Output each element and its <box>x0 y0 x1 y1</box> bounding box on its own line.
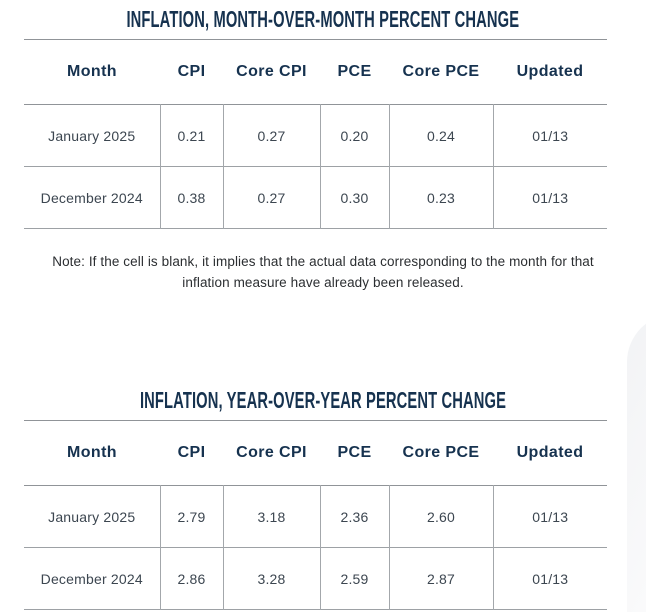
core-cpi-cell: 0.27 <box>222 104 320 167</box>
mom-header-row: Month CPI Core CPI PCE Core PCE Updated <box>24 39 607 105</box>
mom-table: Month CPI Core CPI PCE Core PCE Updated … <box>24 39 607 229</box>
core-pce-cell: 0.23 <box>388 166 493 229</box>
cpi-cell: 2.79 <box>159 485 223 548</box>
yoy-table-title: INFLATION, YEAR-OVER-YEAR PERCENT CHANGE <box>0 386 646 414</box>
column-header-pce: PCE <box>337 444 372 461</box>
table-note: Note: If the cell is blank, it implies t… <box>23 251 623 293</box>
table-row: December 2024 2.86 3.28 2.59 2.87 01/13 <box>24 547 607 610</box>
core-pce-cell: 2.87 <box>388 547 493 610</box>
column-header-core-cpi: Core CPI <box>236 63 307 80</box>
table-note-line-1: Note: If the cell is blank, it implies t… <box>52 254 594 269</box>
column-header-updated: Updated <box>516 63 584 80</box>
month-cell: January 2025 <box>48 127 136 144</box>
updated-cell: 01/13 <box>492 166 607 229</box>
cpi-cell: 2.86 <box>159 547 223 610</box>
month-cell: December 2024 <box>40 189 143 206</box>
month-cell: January 2025 <box>48 508 136 525</box>
column-header-month: Month <box>67 63 117 80</box>
table-note-line-2: inflation measure have already been rele… <box>182 275 464 290</box>
pce-cell: 0.30 <box>319 166 389 229</box>
updated-cell: 01/13 <box>492 104 607 167</box>
pce-cell: 2.36 <box>319 485 389 548</box>
core-cpi-cell: 0.27 <box>222 166 320 229</box>
column-header-cpi: CPI <box>177 63 206 80</box>
yoy-section: INFLATION, YEAR-OVER-YEAR PERCENT CHANGE… <box>0 386 646 610</box>
updated-cell: 01/13 <box>492 547 607 610</box>
column-header-core-pce: Core PCE <box>402 444 480 461</box>
yoy-table-title-text: INFLATION, YEAR-OVER-YEAR PERCENT CHANGE <box>139 387 507 413</box>
core-pce-cell: 2.60 <box>388 485 493 548</box>
core-cpi-cell: 3.18 <box>222 485 320 548</box>
yoy-table: Month CPI Core CPI PCE Core PCE Updated … <box>24 420 607 610</box>
table-row: January 2025 2.79 3.18 2.36 2.60 01/13 <box>24 485 607 548</box>
yoy-header-row: Month CPI Core CPI PCE Core PCE Updated <box>24 420 607 486</box>
cpi-cell: 0.21 <box>159 104 223 167</box>
column-header-pce: PCE <box>337 63 372 80</box>
corner-overlay-shape <box>627 314 646 612</box>
updated-cell: 01/13 <box>492 485 607 548</box>
pce-cell: 2.59 <box>319 547 389 610</box>
core-cpi-cell: 3.28 <box>222 547 320 610</box>
mom-table-title: INFLATION, MONTH-OVER-MONTH PERCENT CHAN… <box>0 0 646 33</box>
mom-section: INFLATION, MONTH-OVER-MONTH PERCENT CHAN… <box>0 0 646 293</box>
column-header-updated: Updated <box>516 444 584 461</box>
column-header-core-cpi: Core CPI <box>236 444 307 461</box>
column-header-cpi: CPI <box>177 444 206 461</box>
table-row: December 2024 0.38 0.27 0.30 0.23 01/13 <box>24 166 607 229</box>
month-cell: December 2024 <box>40 570 143 587</box>
column-header-core-pce: Core PCE <box>402 63 480 80</box>
mom-table-title-text: INFLATION, MONTH-OVER-MONTH PERCENT CHAN… <box>126 6 520 32</box>
cpi-cell: 0.38 <box>159 166 223 229</box>
column-header-month: Month <box>67 444 117 461</box>
table-row: January 2025 0.21 0.27 0.20 0.24 01/13 <box>24 104 607 167</box>
core-pce-cell: 0.24 <box>388 104 493 167</box>
pce-cell: 0.20 <box>319 104 389 167</box>
